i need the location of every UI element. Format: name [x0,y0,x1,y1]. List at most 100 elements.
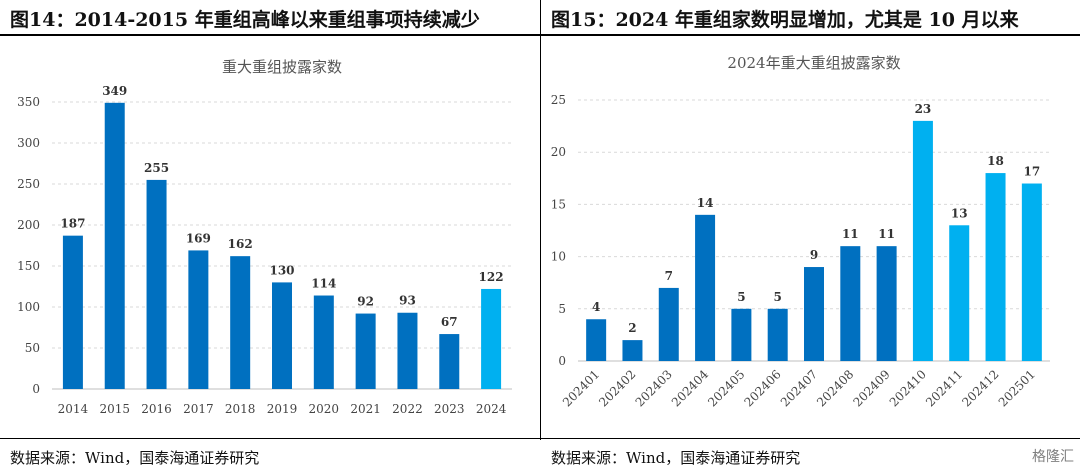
left-bar [188,250,209,389]
left-x-tick-label: 2019 [267,402,298,416]
left-data-label: 92 [357,295,374,309]
left-x-tick-label: 2023 [434,402,465,416]
right-y-tick-label: 25 [551,93,566,107]
left-x-tick-label: 2016 [141,402,172,416]
left-y-tick-label: 250 [17,177,40,191]
left-y-tick-label: 50 [25,341,40,355]
right-y-tick-label: 5 [558,302,566,316]
left-bar [272,282,292,389]
right-bar [804,267,824,361]
right-x-tick-label: 202401 [560,367,602,409]
right-data-label: 7 [665,269,673,283]
right-bar [912,120,933,361]
left-data-label: 162 [228,237,253,251]
right-x-tick-label: 202405 [705,367,747,409]
left-chart-title: 重大重组披露家数 [222,58,342,76]
right-bar [767,308,788,361]
right-x-tick-label: 202409 [850,367,892,409]
left-bar [62,235,83,389]
left-data-label: 130 [269,263,294,277]
left-source-note: 数据来源：Wind，国泰海通证券研究 [10,449,260,467]
left-panel: 图14：2014-2015 年重组高峰以来重组事项持续减少 重大重组披露家数 0 5… [0,9,540,467]
left-bar [104,102,125,389]
right-bar [840,246,861,361]
right-x-tick-label: 202410 [887,367,929,409]
right-bar-chart: 2024年重大重组披露家数 0 5 10 15 20 25 4 202401 2 202402 7 20… [551,54,1050,410]
right-x-tick-label: 202412 [959,367,1001,409]
left-data-label: 169 [186,231,211,245]
left-x-tick-label: 2020 [309,402,340,416]
left-x-tick-label: 2024 [476,402,507,416]
left-bar [313,295,334,389]
left-data-label: 122 [479,270,504,284]
right-data-label: 23 [915,102,932,116]
right-y-tick-label: 15 [551,197,566,211]
left-bar-chart: 重大重组披露家数 0 50 100 150 200 250 300 350 187 2014 349 2… [17,58,512,416]
right-y-tick-label: 10 [551,250,566,264]
left-top-rule [0,34,540,36]
right-bar [985,173,1006,361]
right-bar [1021,183,1042,361]
left-x-tick-label: 2018 [225,402,256,416]
right-data-label: 13 [951,206,968,220]
left-x-tick-label: 2022 [392,402,423,416]
right-x-tick-label: 202501 [996,367,1038,409]
left-y-tick-label: 300 [17,136,40,150]
left-bar [439,334,460,389]
right-data-label: 18 [987,154,1004,168]
right-y-tick-label: 20 [551,145,566,159]
left-x-tick-label: 2017 [183,402,214,416]
watermark-logo: 格隆汇 [1032,449,1074,465]
panel-divider [540,0,541,440]
right-data-label: 9 [810,248,818,262]
left-y-tick-label: 100 [17,300,40,314]
right-bar [949,225,970,361]
right-data-label: 14 [697,196,714,210]
right-x-tick-label: 202406 [742,367,784,409]
right-data-label: 4 [592,300,600,314]
right-source-note: 数据来源：Wind，国泰海通证券研究 [551,449,801,467]
left-bottom-rule [0,438,540,439]
right-bar [731,308,752,361]
right-x-tick-label: 202403 [633,367,675,409]
right-data-label: 11 [842,227,859,241]
right-bottom-rule [541,438,1080,439]
left-data-label: 255 [144,161,169,175]
right-x-tick-label: 202404 [669,367,712,410]
right-panel: 图15：2024 年重组家数明显增加，尤其是 10 月以来 2024年重大重组披… [541,0,1080,473]
right-x-tick-label: 202411 [923,367,965,409]
left-bar [146,179,167,389]
right-data-label: 5 [774,290,782,304]
left-bar [397,312,418,389]
right-bar [586,319,607,361]
left-data-label: 93 [399,294,416,308]
left-y-tick-label: 350 [17,95,40,109]
left-bar [355,313,376,389]
right-top-rule [541,34,1080,36]
right-x-tick-label: 202408 [814,367,856,409]
right-data-label: 5 [737,290,745,304]
left-figure-heading: 图14：2014-2015 年重组高峰以来重组事项持续减少 [10,9,480,31]
right-data-label: 11 [878,227,895,241]
left-x-tick-label: 2021 [350,402,381,416]
left-x-tick-label: 2015 [99,402,130,416]
right-bar [876,246,897,361]
right-bar [658,287,679,361]
right-data-label: 17 [1023,165,1040,179]
right-bar [695,214,716,361]
left-data-label: 187 [60,217,85,231]
left-y-tick-label: 0 [32,382,40,396]
right-bar [622,340,643,361]
right-figure-heading: 图15：2024 年重组家数明显增加，尤其是 10 月以来 [551,9,1019,31]
left-x-tick-label: 2014 [58,402,89,416]
right-chart-title: 2024年重大重组披露家数 [727,54,900,72]
left-data-label: 67 [441,315,458,329]
right-x-tick-label: 202407 [778,367,820,409]
right-y-tick-label: 0 [558,354,566,368]
right-x-tick-label: 202402 [596,367,638,409]
right-data-label: 2 [628,321,636,335]
left-y-tick-label: 150 [17,259,40,273]
left-data-label: 114 [311,277,336,291]
left-data-label: 349 [102,84,127,98]
left-y-tick-label: 200 [17,218,40,232]
